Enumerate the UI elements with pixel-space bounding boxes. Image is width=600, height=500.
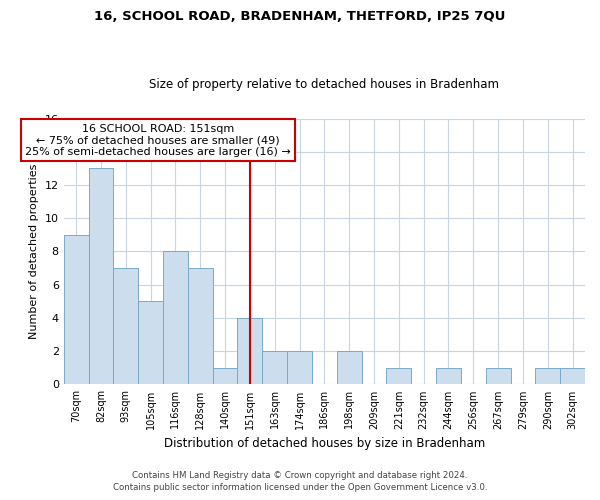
Bar bbox=[64, 235, 89, 384]
Bar bbox=[163, 252, 188, 384]
Bar bbox=[436, 368, 461, 384]
Bar bbox=[535, 368, 560, 384]
Bar bbox=[113, 268, 138, 384]
Y-axis label: Number of detached properties: Number of detached properties bbox=[29, 164, 39, 339]
Text: 16 SCHOOL ROAD: 151sqm
← 75% of detached houses are smaller (49)
25% of semi-det: 16 SCHOOL ROAD: 151sqm ← 75% of detached… bbox=[25, 124, 291, 156]
Bar bbox=[386, 368, 411, 384]
Bar bbox=[188, 268, 212, 384]
Bar bbox=[560, 368, 585, 384]
Bar bbox=[486, 368, 511, 384]
Bar bbox=[238, 318, 262, 384]
Text: Contains HM Land Registry data © Crown copyright and database right 2024.
Contai: Contains HM Land Registry data © Crown c… bbox=[113, 471, 487, 492]
Bar bbox=[212, 368, 238, 384]
Bar bbox=[89, 168, 113, 384]
Bar bbox=[337, 351, 362, 384]
Title: Size of property relative to detached houses in Bradenham: Size of property relative to detached ho… bbox=[149, 78, 499, 91]
Bar bbox=[287, 351, 312, 384]
Text: 16, SCHOOL ROAD, BRADENHAM, THETFORD, IP25 7QU: 16, SCHOOL ROAD, BRADENHAM, THETFORD, IP… bbox=[94, 10, 506, 23]
X-axis label: Distribution of detached houses by size in Bradenham: Distribution of detached houses by size … bbox=[164, 437, 485, 450]
Bar bbox=[138, 302, 163, 384]
Bar bbox=[262, 351, 287, 384]
